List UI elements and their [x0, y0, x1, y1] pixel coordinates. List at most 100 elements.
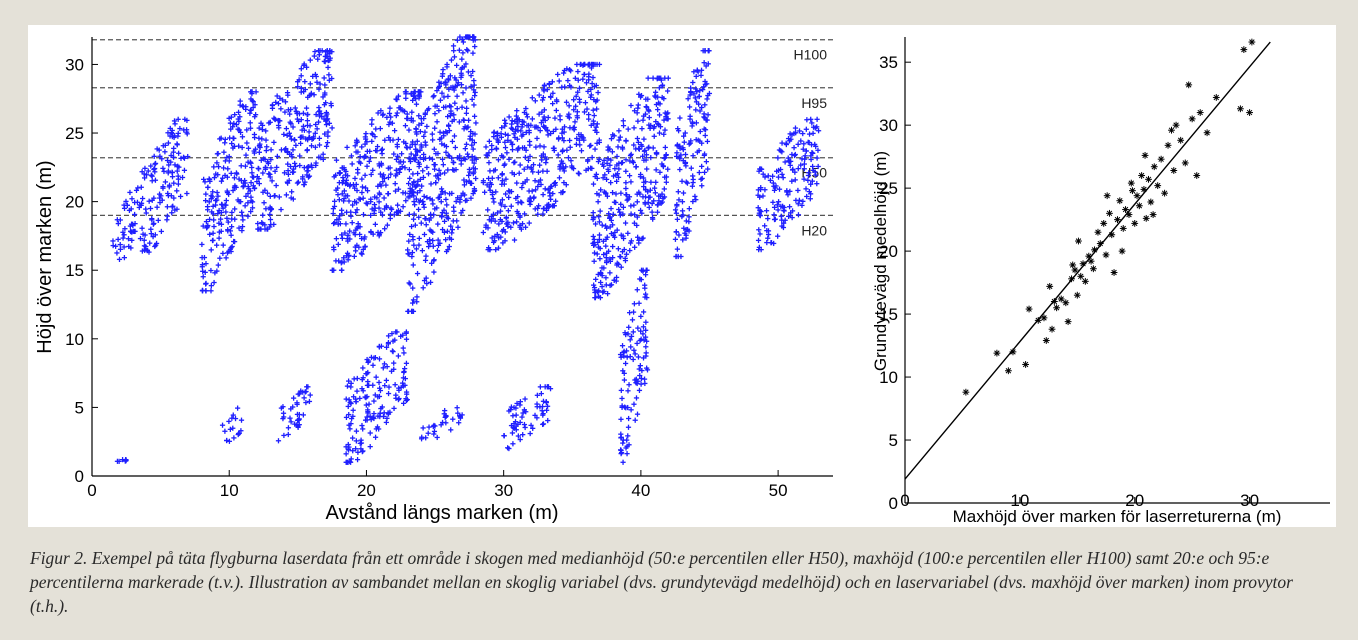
left-point — [230, 187, 236, 194]
left-point — [174, 188, 180, 194]
left-point — [343, 221, 349, 227]
left-point — [206, 199, 212, 205]
left-point — [255, 165, 261, 171]
left-point — [161, 168, 167, 175]
left-point — [214, 242, 220, 248]
left-point — [285, 161, 291, 167]
left-point — [565, 155, 572, 161]
left-point — [417, 188, 423, 194]
left-point — [142, 232, 148, 238]
left-point — [466, 117, 472, 123]
left-point — [326, 120, 333, 126]
left-point — [232, 239, 238, 245]
left-point — [125, 236, 132, 242]
left-point — [169, 174, 176, 180]
left-point — [464, 46, 470, 53]
left-point — [432, 125, 438, 131]
left-point — [149, 216, 155, 222]
left-point — [338, 267, 345, 273]
left-point — [454, 106, 460, 112]
left-point — [222, 158, 229, 164]
left-point — [452, 100, 458, 106]
left-point — [386, 110, 393, 117]
left-point — [285, 107, 292, 113]
left-point — [207, 216, 213, 223]
left-point — [313, 111, 319, 118]
left-point — [303, 105, 310, 111]
left-point — [374, 143, 381, 150]
left-point — [395, 136, 401, 143]
left-point — [223, 202, 229, 208]
left-point — [322, 82, 328, 88]
left-point — [402, 123, 409, 129]
left-point — [273, 182, 279, 189]
left-point — [281, 170, 288, 176]
left-point — [335, 192, 341, 198]
left-point — [263, 137, 269, 143]
left-point — [420, 285, 426, 291]
left-point — [575, 68, 581, 75]
left-point — [250, 183, 257, 189]
left-point — [233, 121, 240, 128]
left-point — [117, 246, 124, 252]
left-point — [391, 212, 397, 218]
left-point — [451, 208, 457, 214]
left-point — [165, 140, 172, 146]
left-point — [152, 160, 159, 167]
left-point — [422, 139, 428, 145]
left-point — [139, 248, 145, 254]
left-point — [215, 172, 221, 178]
left-point — [215, 193, 221, 199]
left-point — [552, 115, 558, 121]
left-point — [252, 146, 259, 152]
left-point — [304, 64, 310, 70]
left-point — [260, 212, 266, 218]
left-point — [169, 204, 175, 210]
left-point — [418, 220, 424, 226]
left-point — [164, 204, 170, 210]
left-point — [369, 117, 375, 123]
left-point — [387, 105, 393, 111]
left-point — [236, 225, 242, 231]
left-point — [369, 138, 375, 144]
left-point — [323, 53, 329, 60]
left-point — [445, 93, 451, 99]
left-point — [302, 79, 308, 85]
left-point — [381, 195, 387, 201]
left-point — [295, 84, 301, 90]
left-point — [123, 198, 129, 204]
left-point — [276, 194, 282, 200]
left-point — [326, 51, 332, 57]
left-point — [306, 135, 312, 141]
left-point — [316, 135, 323, 141]
left-point — [309, 164, 315, 171]
left-point — [138, 200, 145, 206]
left-point — [555, 152, 561, 158]
left-point — [256, 180, 262, 187]
left-point — [248, 208, 254, 215]
left-point — [138, 184, 144, 190]
left-point — [454, 218, 460, 224]
left-point — [466, 172, 472, 179]
left-point — [421, 204, 427, 210]
left-point — [518, 199, 524, 205]
left-point — [210, 237, 216, 243]
left-point — [300, 123, 307, 129]
left-point — [298, 134, 304, 140]
left-point — [462, 146, 468, 152]
left-point — [341, 255, 347, 261]
left-point — [471, 113, 478, 119]
left-point — [128, 228, 134, 235]
left-point — [184, 190, 190, 197]
left-point — [460, 90, 466, 96]
left-point — [242, 203, 248, 209]
left-point — [541, 144, 547, 150]
left-point — [258, 120, 264, 126]
left-point — [473, 175, 479, 182]
left-point — [218, 228, 224, 234]
left-point — [200, 223, 206, 229]
left-point — [328, 103, 334, 109]
left-point — [285, 168, 291, 174]
left-point — [430, 237, 436, 244]
left-point — [277, 95, 283, 101]
